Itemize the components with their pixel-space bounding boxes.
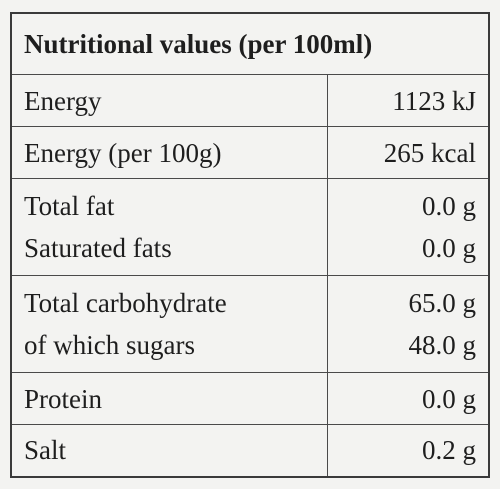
nutrient-label: Energy	[24, 85, 102, 116]
label-cell: Total fat Saturated fats	[10, 178, 328, 276]
value-cell: 1123 kJ	[327, 74, 490, 127]
nutrient-label: Total carbohydrate	[24, 288, 227, 318]
table-row: Total carbohydrate of which sugars 65.0 g 4…	[10, 275, 490, 373]
nutrient-value: 48.0 g	[408, 330, 477, 360]
nutrient-label: of which sugars	[24, 330, 195, 360]
nutrient-label: Salt	[24, 435, 67, 466]
value-cell: 265 kcal	[327, 126, 490, 179]
nutrient-value: 0.0 g	[422, 233, 476, 263]
nutrient-value: 65.0 g	[408, 288, 477, 318]
value-cell: 0.2 g	[327, 424, 490, 477]
value-cell: 0.0 g 0.0 g	[327, 178, 490, 276]
nutrition-table: Nutritional values (per 100ml) Energy 112…	[10, 12, 490, 478]
table-row: Energy (per 100g) 265 kcal	[10, 126, 490, 179]
label-cell: Energy	[10, 74, 328, 127]
value-cell: 0.0 g	[327, 372, 490, 425]
table-row: Total fat Saturated fats 0.0 g 0.0 g	[10, 178, 490, 276]
table-row: Protein 0.0 g	[10, 372, 490, 425]
table-title: Nutritional values (per 100ml)	[10, 12, 490, 75]
label-cell: Energy (per 100g)	[10, 126, 328, 179]
label-cell: Protein	[10, 372, 328, 425]
table-row: Energy 1123 kJ	[10, 74, 490, 127]
header-row: Nutritional values (per 100ml)	[10, 12, 490, 75]
nutrient-label: Energy (per 100g)	[24, 137, 222, 168]
nutrient-label: Total fat	[24, 191, 115, 221]
nutrient-value: 0.0 g	[422, 383, 476, 414]
nutrient-value: 0.2 g	[422, 435, 476, 466]
value-cell: 65.0 g 48.0 g	[327, 275, 490, 373]
nutrient-value: 265 kcal	[383, 137, 476, 168]
nutrient-value: 0.0 g	[422, 191, 476, 221]
label-cell: Total carbohydrate of which sugars	[10, 275, 328, 373]
table-row: Salt 0.2 g	[10, 424, 490, 477]
nutrient-value: 1123 kJ	[392, 85, 476, 116]
label-cell: Salt	[10, 424, 328, 477]
nutrient-label: Saturated fats	[24, 233, 172, 263]
nutrient-label: Protein	[24, 383, 102, 414]
